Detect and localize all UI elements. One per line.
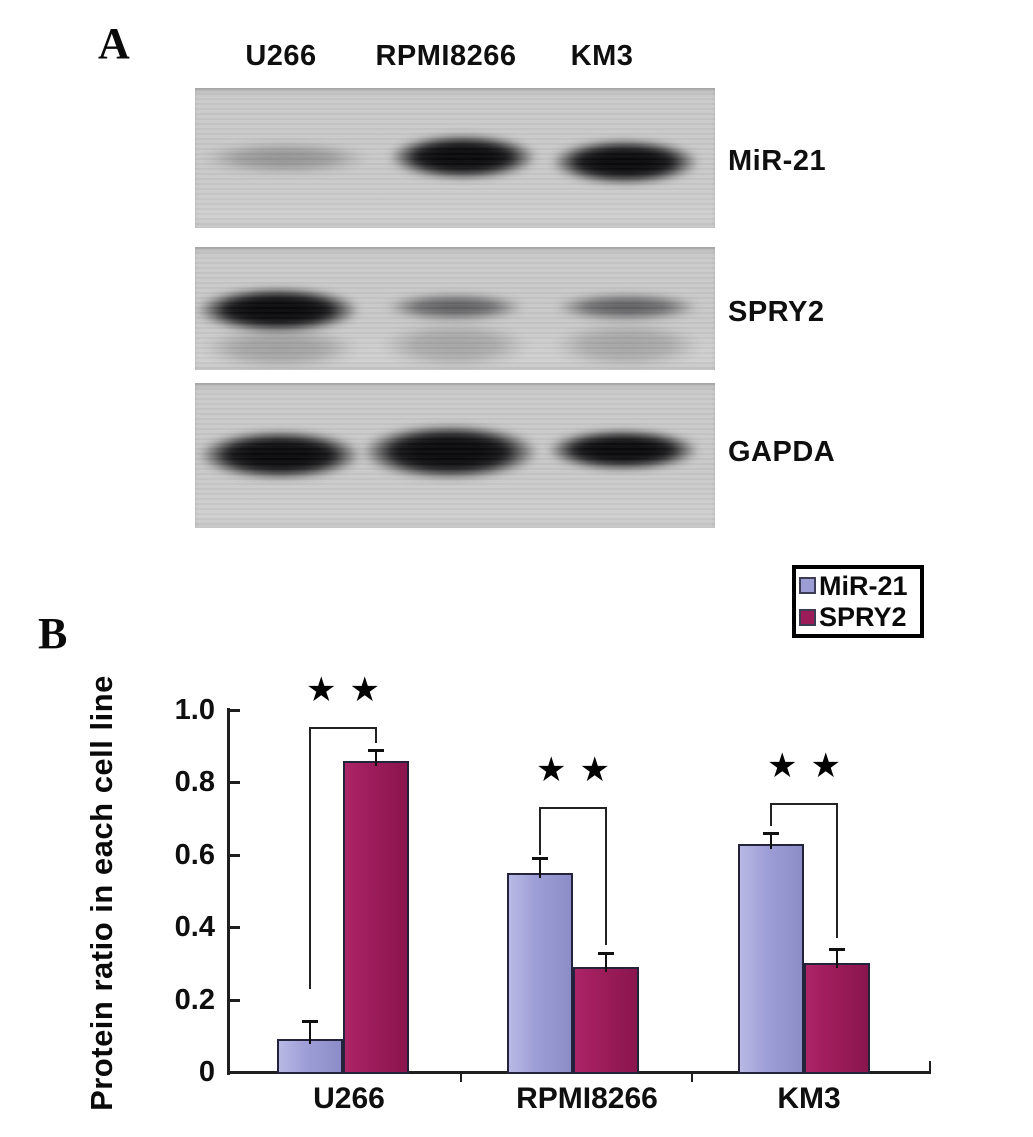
- legend-item-mir-21: MiR-21: [799, 572, 917, 600]
- sig-bracket-left-u266: [309, 728, 311, 989]
- bar-mir-21-u266: [277, 1039, 343, 1074]
- blot-band-gapda-km3: [545, 429, 701, 471]
- panel-a-label: A: [98, 19, 130, 68]
- y-axis: [227, 708, 230, 1075]
- y-tick-label-0.4: 0.4: [174, 911, 215, 944]
- y-tick-0.8: [230, 781, 240, 785]
- bar-spry2-rpmi8266: [573, 967, 639, 1074]
- error-bar-cap-spry2-rpmi8266: [598, 951, 614, 955]
- sig-bracket-left-rpmi8266: [539, 807, 541, 855]
- error-bar-cap-spry2-u266: [368, 748, 384, 752]
- y-tick-0: [230, 1071, 240, 1074]
- legend-swatch-mir-21: [799, 577, 816, 595]
- blot-band-spry2-u266: [195, 287, 362, 333]
- lane-label-u266: U266: [245, 40, 317, 72]
- y-tick-0.2: [230, 998, 240, 1002]
- legend-label-spry2: SPRY2: [819, 602, 907, 633]
- bar-mir-21-km3: [738, 843, 804, 1074]
- x-tick: [460, 1074, 462, 1082]
- panel-b-label: B: [38, 609, 68, 658]
- error-bar-cap-mir-21-km3: [763, 832, 779, 836]
- blot-gapda: [195, 383, 715, 528]
- blot-label-gapda: GAPDA: [728, 436, 836, 468]
- blot-band-mir-21-km3: [549, 139, 701, 185]
- sig-bracket-right-km3: [836, 804, 838, 939]
- sig-bracket-right-u266: [375, 728, 377, 743]
- blot-band-mir-21-u266: [201, 142, 369, 174]
- bar-mir-21-rpmi8266: [507, 872, 573, 1074]
- sig-stars-rpmi8266: ★★: [536, 750, 623, 789]
- error-bar-stem-spry2-rpmi8266: [605, 952, 607, 972]
- y-tick-0.6: [230, 853, 240, 857]
- sig-bracket-top-km3: [770, 803, 838, 806]
- sig-stars-km3: ★★: [767, 747, 854, 786]
- blot-band-spry2-rpmi8266: [384, 293, 526, 321]
- blot-label-spry2: SPRY2: [728, 296, 825, 328]
- legend-item-spry2: SPRY2: [799, 603, 917, 631]
- error-bar-cap-mir-21-rpmi8266: [532, 857, 548, 861]
- legend-swatch-spry2: [799, 608, 816, 626]
- blot-spry2: [195, 247, 715, 370]
- error-bar-stem-spry2-u266: [375, 749, 377, 766]
- sig-bracket-left-km3: [770, 804, 772, 826]
- x-axis-end-tick: [929, 1061, 931, 1072]
- legend-label-mir-21: MiR-21: [819, 570, 908, 601]
- sig-bracket-top-u266: [309, 727, 377, 730]
- error-bar-stem-spry2-km3: [836, 948, 838, 969]
- blot-band-mir-21-rpmi8266: [387, 134, 539, 180]
- lane-label-rpmi8266: RPMI8266: [375, 40, 517, 72]
- blot-label-mir-21: MiR-21: [728, 145, 827, 177]
- blot-band-gapda-rpmi8266: [359, 424, 541, 480]
- y-tick-0.4: [230, 926, 240, 930]
- blot-band-spry2-km3: [553, 293, 701, 321]
- error-bar-cap-spry2-km3: [829, 947, 845, 951]
- blot-band-spry2-u266: [200, 327, 360, 369]
- bar-spry2-u266: [343, 760, 409, 1074]
- y-tick-label-0.8: 0.8: [174, 766, 215, 799]
- error-bar-stem-mir-21-rpmi8266: [539, 858, 541, 878]
- blot-band-gapda-u266: [196, 430, 364, 480]
- y-tick-1.0: [230, 709, 240, 712]
- y-tick-label-0: 0: [198, 1056, 215, 1088]
- y-tick-label-1.0: 1.0: [174, 694, 215, 726]
- sig-stars-u266: ★★: [306, 671, 393, 710]
- blot-band-spry2-km3: [552, 322, 702, 368]
- y-tick-label-0.6: 0.6: [174, 838, 215, 871]
- legend: MiR-21 SPRY2: [792, 565, 924, 638]
- error-bar-stem-mir-21-u266: [309, 1021, 311, 1045]
- bar-spry2-km3: [804, 963, 870, 1074]
- x-tick: [691, 1074, 693, 1082]
- sig-bracket-top-rpmi8266: [539, 806, 607, 809]
- lane-label-km3: KM3: [570, 40, 634, 72]
- blot-mir-21: [195, 88, 715, 228]
- y-tick-label-0.2: 0.2: [174, 983, 215, 1016]
- category-label-rpmi8266: RPMI8266: [516, 1082, 658, 1115]
- blot-band-spry2-rpmi8266: [380, 322, 530, 368]
- category-label-u266: U266: [313, 1082, 385, 1115]
- category-label-km3: KM3: [777, 1082, 841, 1115]
- error-bar-stem-mir-21-km3: [770, 833, 772, 849]
- sig-bracket-right-rpmi8266: [605, 807, 607, 946]
- error-bar-cap-mir-21-u266: [302, 1020, 318, 1024]
